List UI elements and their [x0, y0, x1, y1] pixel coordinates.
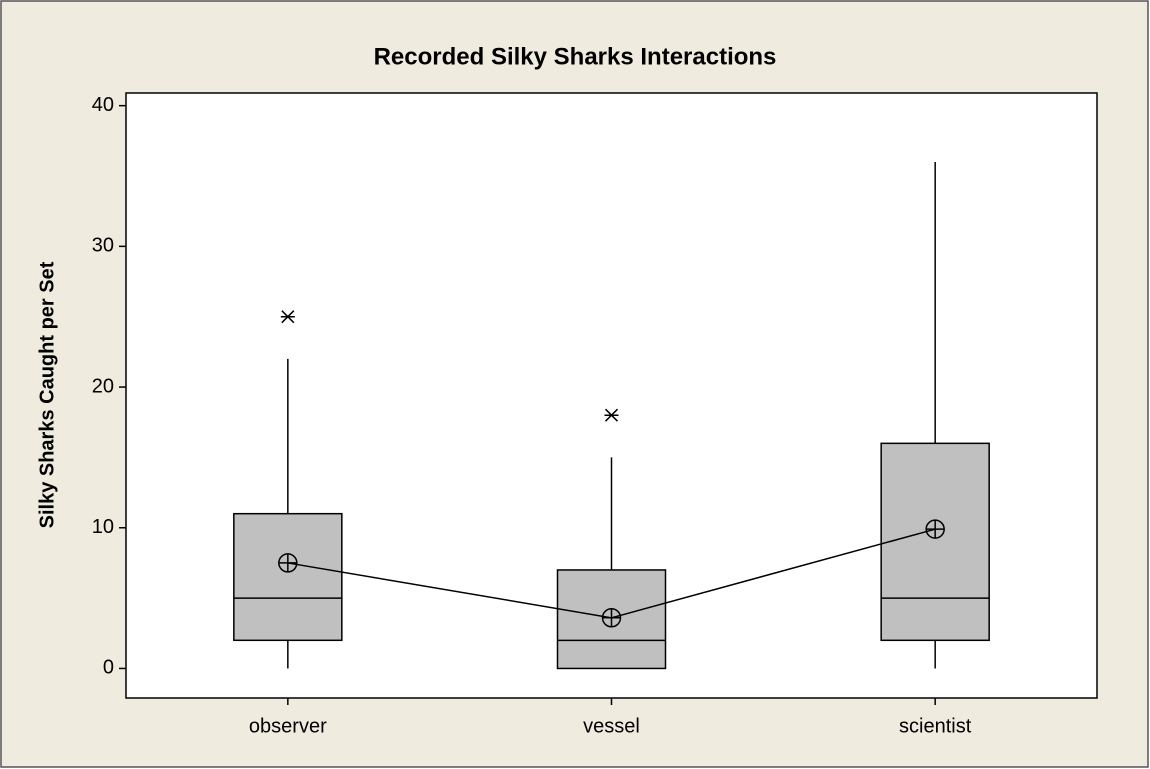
- mean-marker: [925, 519, 945, 539]
- x-tick-label: scientist: [899, 715, 972, 737]
- y-tick-label: 30: [92, 235, 114, 257]
- box: [880, 442, 990, 642]
- x-tick-label: vessel: [583, 715, 640, 737]
- y-tick-label: 0: [103, 657, 114, 679]
- y-tick-label: 10: [92, 516, 114, 538]
- mean-marker: [601, 608, 622, 628]
- y-tick-label: 40: [92, 94, 114, 116]
- chart-title: Recorded Silky Sharks Interactions: [374, 43, 777, 70]
- box: [233, 512, 343, 642]
- outlier: [604, 408, 619, 422]
- y-tick-label: 20: [92, 375, 114, 397]
- mean-marker: [278, 553, 298, 573]
- y-axis-label: Silky Sharks Caught per Set: [36, 261, 58, 528]
- outlier: [280, 310, 295, 324]
- x-tick-label: observer: [249, 715, 327, 737]
